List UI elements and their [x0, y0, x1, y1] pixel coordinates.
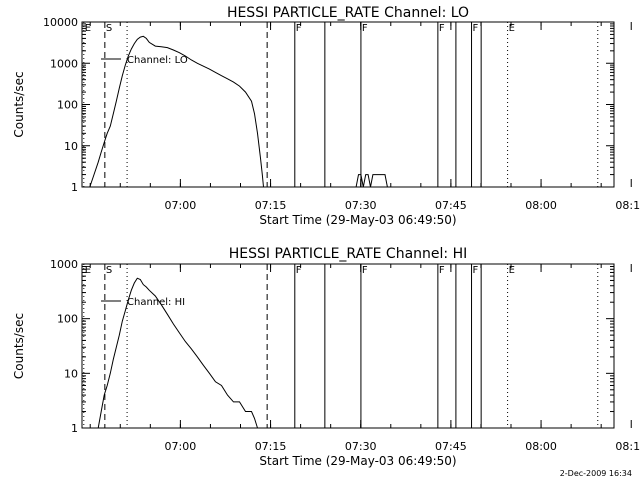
y-tick-label: 100 [57, 313, 78, 326]
time-marker-label: F [362, 23, 368, 34]
legend-label: Channel: LO [127, 55, 188, 66]
x-tick-label: 07:30 [345, 199, 377, 212]
y-tick-label: 10000 [43, 16, 78, 29]
x-tick-label: 07:15 [255, 199, 287, 212]
y-tick-label: 100 [57, 99, 78, 112]
time-marker-label: F [439, 265, 445, 276]
time-marker-label: E [85, 23, 91, 34]
series-line [89, 35, 264, 188]
series-line [353, 174, 388, 188]
time-marker-label: F [296, 23, 302, 34]
x-axis-label: Start Time (29-May-03 06:49:50) [259, 213, 456, 227]
x-axis-label: Start Time (29-May-03 06:49:50) [259, 454, 456, 468]
y-axis-label: Counts/sec [12, 71, 26, 137]
y-tick-label: 1 [71, 422, 78, 435]
chart-title: HESSI PARTICLE_RATE Channel: LO [227, 5, 469, 21]
chart-title: HESSI PARTICLE_RATE Channel: HI [229, 246, 467, 262]
x-tick-label: 07:00 [165, 199, 197, 212]
time-marker-label: F [362, 265, 368, 276]
y-tick-label: 1000 [50, 258, 78, 271]
x-tick-label: 07:45 [435, 199, 467, 212]
x-tick-label: 07:00 [165, 440, 197, 453]
chart-panel-lo: HESSI PARTICLE_RATE Channel: LO 07:00 07:1… [12, 5, 640, 227]
time-marker-label: E [85, 265, 91, 276]
plot-frame [81, 263, 615, 429]
y-tick-label: 10 [64, 367, 78, 380]
y-tick-label: 1000 [50, 57, 78, 70]
legend-label: Channel: HI [127, 297, 185, 308]
time-marker-label: S [106, 265, 112, 276]
x-tick-label: 08:15 [615, 199, 640, 212]
y-axis-label: Counts/sec [12, 313, 26, 379]
time-marker-label: E [509, 265, 515, 276]
footer-timestamp: 2-Dec-2009 16:34 [560, 469, 632, 478]
x-tick-label: 08:00 [525, 440, 557, 453]
time-marker-label: E [509, 23, 515, 34]
time-marker-label: S [106, 23, 112, 34]
x-tick-label: 07:45 [435, 440, 467, 453]
x-tick-label: 07:15 [255, 440, 287, 453]
chart-panel-hi: HESSI PARTICLE_RATE Channel: HI 07:00 07:1… [12, 246, 640, 468]
y-tick-label: 10 [64, 140, 78, 153]
x-tick-label: 07:30 [345, 440, 377, 453]
time-marker-label: F [439, 23, 445, 34]
x-tick-label: 08:00 [525, 199, 557, 212]
time-marker-label: F [473, 265, 479, 276]
x-tick-label: 08:15 [615, 440, 640, 453]
time-marker-label: F [296, 265, 302, 276]
time-marker-label: F [473, 23, 479, 34]
series-line [97, 277, 258, 429]
y-tick-label: 1 [71, 181, 78, 194]
